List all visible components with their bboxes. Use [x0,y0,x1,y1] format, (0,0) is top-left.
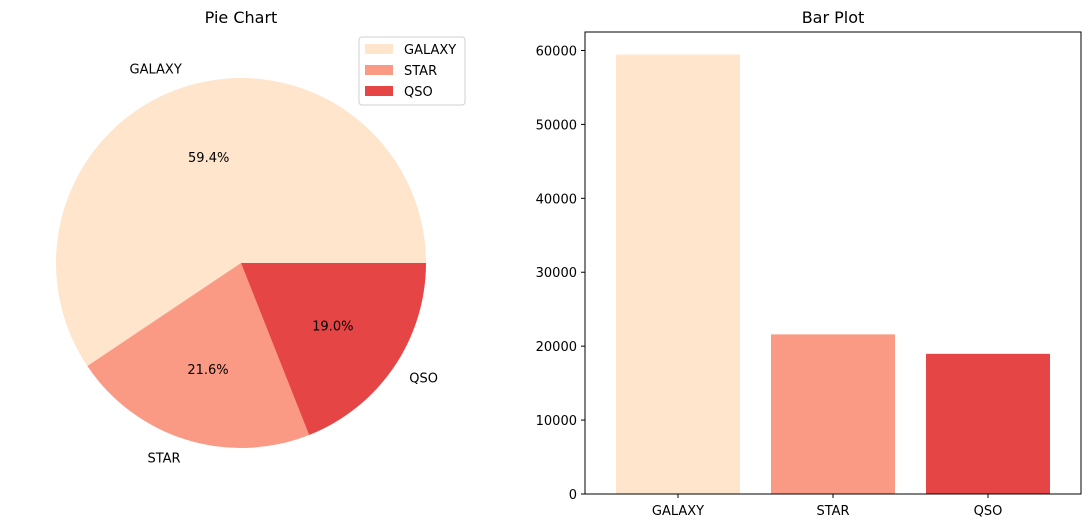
legend-label-galaxy: GALAXY [404,43,456,58]
pie-legend: GALAXY STAR QSO [358,36,466,106]
x-tick-label-star: STAR [816,504,849,519]
pie-label-star: STAR [147,451,180,466]
bar-galaxy [616,54,740,495]
pie-label-galaxy: GALAXY [130,62,182,77]
bar-y-axis: 0 10000 20000 30000 40000 50000 60000 [536,44,585,503]
y-tick-label-0: 0 [569,488,577,503]
pie-slices [55,78,426,448]
pie-slice-star [87,263,310,448]
y-tick-label-30000: 30000 [536,266,577,281]
legend-swatch-galaxy [365,44,393,54]
legend-label-qso: QSO [404,85,433,100]
pie-percent-label-star: 21.6% [187,363,228,378]
pie-slice-qso [241,263,426,436]
legend-swatch-qso [365,86,393,96]
legend-label-star: STAR [404,64,437,79]
x-tick-label-qso: QSO [974,504,1003,519]
pie-percent-label-galaxy: 59.4% [188,151,229,166]
y-tick-label-10000: 10000 [536,414,577,429]
y-tick-label-60000: 60000 [536,44,577,59]
bar-qso [926,353,1050,494]
bar-x-axis: GALAXY STAR QSO [652,494,1002,519]
pie-label-qso: QSO [409,371,438,386]
legend-swatch-star [365,65,393,75]
pie-percent-label-qso: 19.0% [312,319,353,334]
pie-chart-title: Pie Chart [205,8,278,27]
bar-chart-title: Bar Plot [802,8,865,27]
y-tick-label-50000: 50000 [536,118,577,133]
bar-chart-panel: Bar Plot 0 10000 20000 30000 40000 50000 60000… [536,8,1082,519]
bar-series [616,54,1050,495]
pie-chart-panel: Pie Chart GALAXY 59.4% STAR 21.6% QSO 19.0% G… [55,8,466,466]
y-tick-label-40000: 40000 [536,192,577,207]
y-tick-label-20000: 20000 [536,340,577,355]
pie-slice-galaxy [55,78,426,367]
x-tick-label-galaxy: GALAXY [652,504,704,519]
bar-star [771,334,895,494]
pie-labels: GALAXY 59.4% STAR 21.6% QSO 19.0% [130,62,439,466]
